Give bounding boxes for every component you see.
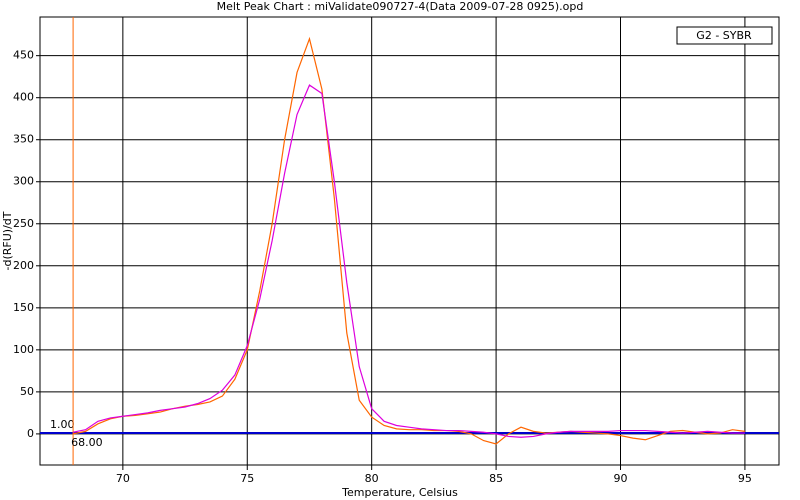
x-tick-label: 85 [489, 472, 503, 485]
y-tick-label: 150 [13, 301, 34, 314]
cursor-label: 68.00 [71, 436, 103, 449]
chart-title: Melt Peak Chart : miValidate090727-4(Dat… [217, 0, 584, 13]
x-tick-label: 90 [614, 472, 628, 485]
y-tick-label: 400 [13, 91, 34, 104]
legend-box [676, 26, 773, 45]
y-tick-label: 250 [13, 217, 34, 230]
x-tick-label: 80 [365, 472, 379, 485]
series-line [72, 84, 745, 438]
y-axis-label: -d(RFU)/dT [1, 211, 14, 270]
legend-text: G2 - SYBR [696, 29, 752, 42]
plot-area [39, 16, 780, 466]
y-tick-label: 200 [13, 259, 34, 272]
y-tick-label: 0 [27, 427, 34, 440]
series-line [72, 36, 745, 445]
y-tick-label: 350 [13, 133, 34, 146]
x-tick-label: 75 [240, 472, 254, 485]
x-tick-label: 95 [738, 472, 752, 485]
y-tick-label: 300 [13, 175, 34, 188]
threshold-label: 1.00 [50, 418, 75, 431]
y-tick-label: 50 [20, 385, 34, 398]
x-axis-label: Temperature, Celsius [341, 486, 458, 499]
x-tick-label: 70 [116, 472, 130, 485]
y-tick-label: 100 [13, 343, 34, 356]
y-tick-label: 450 [13, 49, 34, 62]
